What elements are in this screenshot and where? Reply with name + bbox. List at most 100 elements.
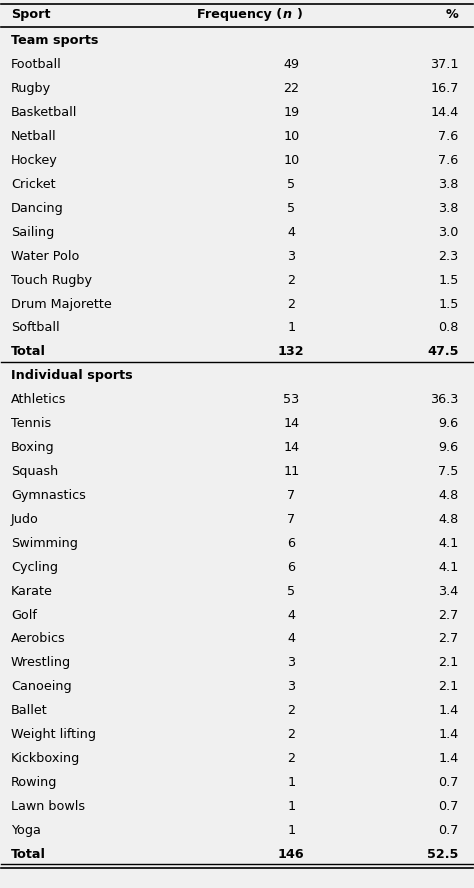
Text: 3: 3 [287,656,295,670]
Text: 2.1: 2.1 [438,656,458,670]
Text: 3.0: 3.0 [438,226,458,239]
Text: Rugby: Rugby [11,83,51,95]
Text: 3: 3 [287,680,295,694]
Text: 0.7: 0.7 [438,800,458,813]
Text: Canoeing: Canoeing [11,680,72,694]
Text: Sailing: Sailing [11,226,54,239]
Text: 1: 1 [287,321,295,335]
Text: 1.4: 1.4 [438,752,458,765]
Text: Boxing: Boxing [11,441,55,454]
Text: Karate: Karate [11,584,53,598]
Text: Lawn bowls: Lawn bowls [11,800,85,813]
Text: 1: 1 [287,824,295,836]
Text: Golf: Golf [11,608,36,622]
Text: 2: 2 [287,297,295,311]
Text: 19: 19 [283,107,299,119]
Text: 10: 10 [283,154,299,167]
Text: 1: 1 [287,800,295,813]
Text: 22: 22 [283,83,299,95]
Text: %: % [446,8,458,21]
Text: Squash: Squash [11,465,58,478]
Text: Yoga: Yoga [11,824,41,836]
Text: Judo: Judo [11,513,39,526]
Text: 2.7: 2.7 [438,632,458,646]
Text: 3.4: 3.4 [438,584,458,598]
Text: 2.3: 2.3 [438,250,458,263]
Text: 6: 6 [287,536,295,550]
Text: Cricket: Cricket [11,178,55,191]
Text: 3.8: 3.8 [438,202,458,215]
Text: 5: 5 [287,202,295,215]
Text: Netball: Netball [11,130,56,143]
Text: 4.1: 4.1 [438,560,458,574]
Text: 4: 4 [287,226,295,239]
Text: Total: Total [11,848,46,860]
Text: Basketball: Basketball [11,107,77,119]
Text: 9.6: 9.6 [438,441,458,454]
Text: Sport: Sport [11,8,50,21]
Text: Team sports: Team sports [11,35,98,47]
Text: Softball: Softball [11,321,59,335]
Text: 7.6: 7.6 [438,154,458,167]
Text: 4.1: 4.1 [438,536,458,550]
Text: 4: 4 [287,632,295,646]
Text: 2: 2 [287,752,295,765]
Text: 146: 146 [278,848,304,860]
Text: Rowing: Rowing [11,776,57,789]
Text: Dancing: Dancing [11,202,64,215]
Text: Swimming: Swimming [11,536,78,550]
Text: 7.6: 7.6 [438,130,458,143]
Text: n: n [282,8,292,21]
Text: 10: 10 [283,130,299,143]
Text: Cycling: Cycling [11,560,58,574]
Text: 53: 53 [283,393,299,406]
Text: 1.4: 1.4 [438,704,458,718]
Text: Touch Rugby: Touch Rugby [11,274,92,287]
Text: Total: Total [11,345,46,359]
Text: 2.7: 2.7 [438,608,458,622]
Text: Frequency (: Frequency ( [197,8,282,21]
Text: 1.4: 1.4 [438,728,458,741]
Text: 7: 7 [287,513,295,526]
Text: Kickboxing: Kickboxing [11,752,80,765]
Text: 4.8: 4.8 [438,489,458,502]
Text: Athletics: Athletics [11,393,66,406]
Text: 4.8: 4.8 [438,513,458,526]
Text: 3: 3 [287,250,295,263]
Text: 14: 14 [283,441,299,454]
Text: 47.5: 47.5 [427,345,458,359]
Text: 9.6: 9.6 [438,417,458,430]
Text: 7.5: 7.5 [438,465,458,478]
Text: Football: Football [11,59,62,71]
Text: 1: 1 [287,776,295,789]
Text: 6: 6 [287,560,295,574]
Text: Tennis: Tennis [11,417,51,430]
Text: 0.7: 0.7 [438,824,458,836]
Text: 2: 2 [287,274,295,287]
Text: 7: 7 [287,489,295,502]
Text: 5: 5 [287,178,295,191]
Text: 5: 5 [287,584,295,598]
Text: 3.8: 3.8 [438,178,458,191]
Text: Individual sports: Individual sports [11,369,132,383]
Text: Weight lifting: Weight lifting [11,728,96,741]
Text: Aerobics: Aerobics [11,632,65,646]
Text: 2: 2 [287,728,295,741]
Text: Drum Majorette: Drum Majorette [11,297,111,311]
Text: ): ) [297,8,303,21]
Text: Ballet: Ballet [11,704,47,718]
Text: 52.5: 52.5 [427,848,458,860]
Text: 11: 11 [283,465,299,478]
Text: 0.8: 0.8 [438,321,458,335]
Text: Water Polo: Water Polo [11,250,79,263]
Text: 1.5: 1.5 [438,274,458,287]
Text: 2: 2 [287,704,295,718]
Text: 132: 132 [278,345,304,359]
Text: 14: 14 [283,417,299,430]
Text: 49: 49 [283,59,299,71]
Text: Hockey: Hockey [11,154,57,167]
Text: Wrestling: Wrestling [11,656,71,670]
Text: 16.7: 16.7 [430,83,458,95]
Text: 2.1: 2.1 [438,680,458,694]
Text: 4: 4 [287,608,295,622]
